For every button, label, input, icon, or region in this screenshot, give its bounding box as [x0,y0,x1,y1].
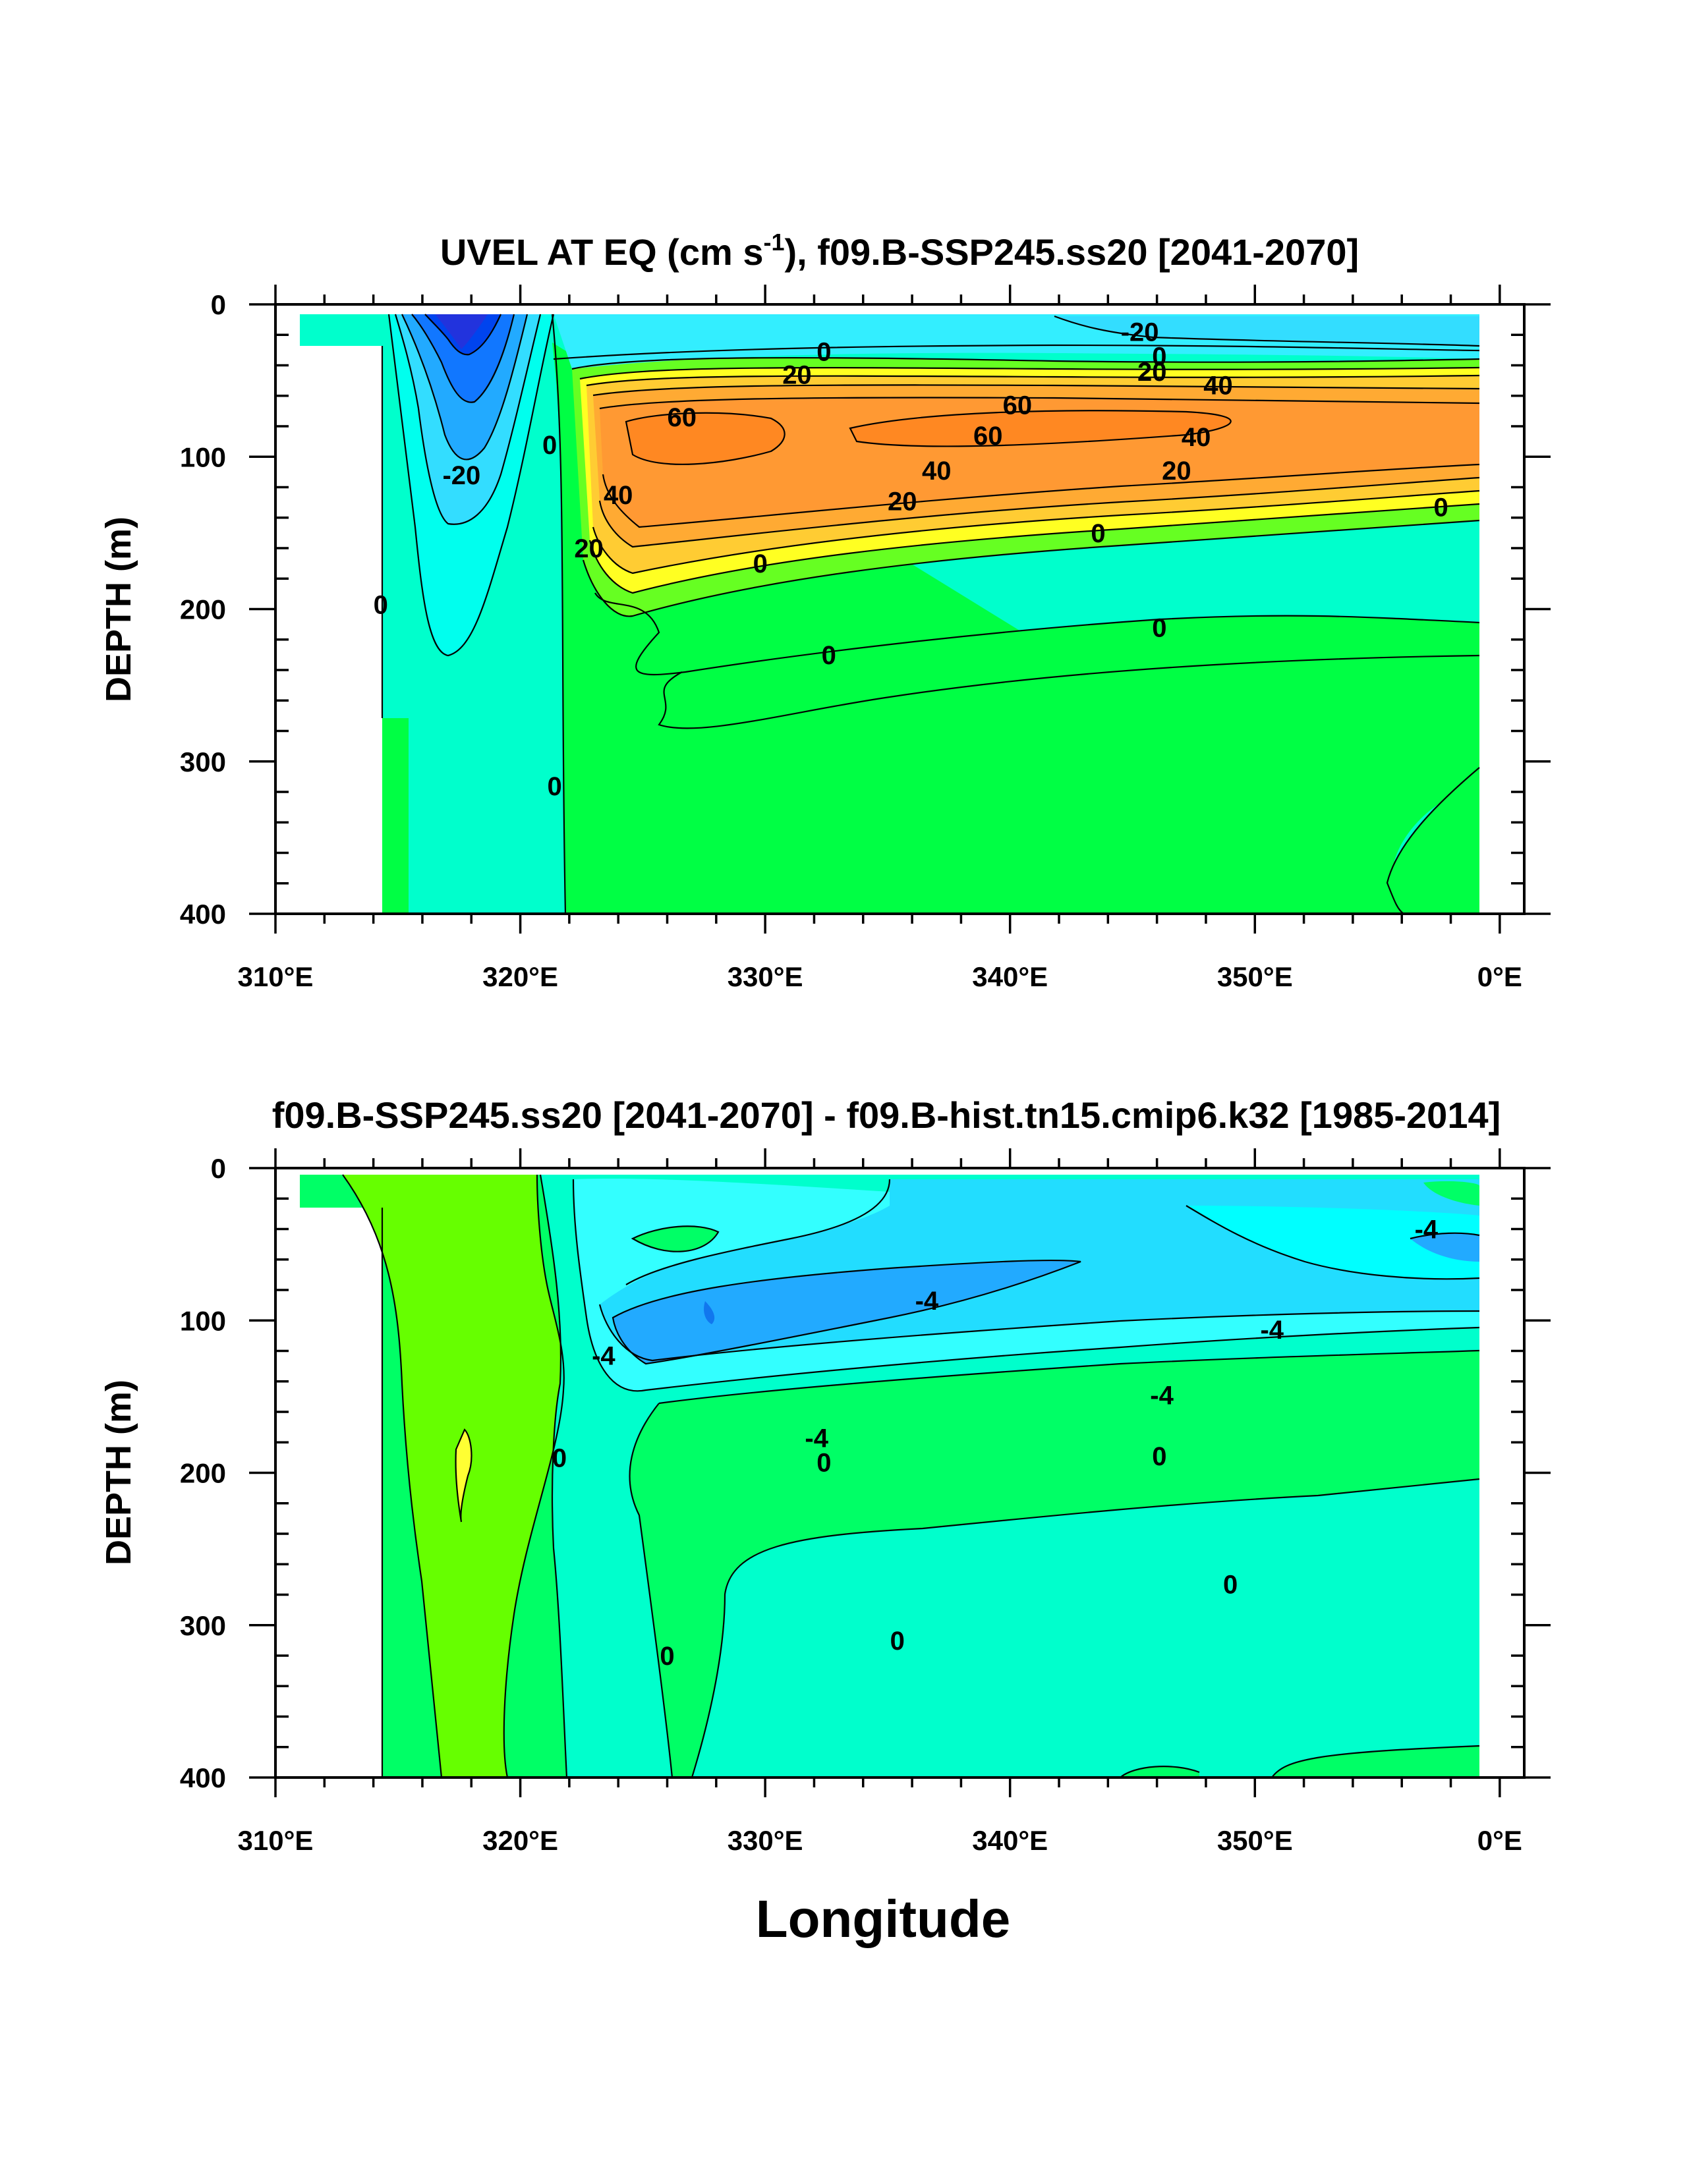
contour-label: 0 [1152,343,1166,372]
panel-bottom-difference: f09.B-SSP245.ss20 [2041-2070] - f09.B-hi… [99,1094,1551,1948]
x-axis-label: Longitude [756,1890,1011,1948]
panel-top-title: UVEL AT EQ (cm s-1), f09.B-SSP245.ss20 [… [440,229,1359,273]
panel-top-uvel: UVEL AT EQ (cm s-1), f09.B-SSP245.ss20 [… [99,229,1551,992]
contour-label: 0 [374,591,388,620]
x-tick-label: 340°E [972,1825,1048,1856]
y-tick-label: 300 [180,1610,226,1641]
x-tick-label: 0°E [1477,1825,1522,1856]
panel-bottom-contour-lines [342,1174,1480,1778]
contour-label: -4 [1150,1382,1174,1411]
panel-bottom-title: f09.B-SSP245.ss20 [2041-2070] - f09.B-hi… [272,1094,1501,1136]
y-tick-label: 0 [211,289,226,320]
contour-label: 40 [1203,372,1233,401]
x-tick-label: 310°E [238,1825,314,1856]
contour-label: 0 [1223,1570,1238,1599]
contour-label: 0 [816,1448,831,1477]
x-tick-label: 330°E [728,961,803,992]
contour-label: -20 [1121,318,1159,347]
contour-label: -4 [1260,1316,1284,1345]
panel-bottom-y-axis-label: DEPTH (m) [99,1380,138,1565]
contour-label: 0 [1152,613,1166,642]
y-tick-label: 0 [211,1153,226,1184]
contour-label: 0 [816,338,831,367]
panel-top-contour-lines [381,314,1480,914]
panel-top-fills [300,314,1479,914]
contour-label: 20 [574,534,604,563]
panel-bottom-y-tick-labels: 0 100 200 300 400 [180,1153,226,1793]
contour-label: 20 [1162,457,1191,486]
y-tick-label: 400 [180,1762,226,1793]
contour-label: 0 [547,772,561,801]
contour-label: 0 [822,641,836,670]
panel-top-ticks [249,285,1551,934]
contour-label: -4 [592,1341,615,1370]
panel-bottom-x-tick-labels: 310°E 320°E 330°E 340°E 350°E 0°E [238,1825,1522,1856]
y-tick-label: 400 [180,899,226,930]
x-tick-label: 340°E [972,961,1048,992]
x-tick-label: 320°E [482,961,558,992]
x-tick-label: 0°E [1477,961,1522,992]
contour-label: 0 [1152,1442,1166,1471]
contour-label: 60 [1003,391,1033,420]
contour-label: 60 [668,403,697,432]
x-tick-label: 350°E [1217,961,1293,992]
x-tick-label: 350°E [1217,1825,1293,1856]
contour-label: 60 [973,422,1003,451]
panel-top-y-axis-label: DEPTH (m) [99,517,138,702]
y-tick-label: 200 [180,594,226,625]
y-tick-label: 300 [180,746,226,777]
y-tick-label: 100 [180,1305,226,1336]
contour-label: 40 [604,481,633,510]
x-tick-label: 310°E [238,961,314,992]
contour-label: 20 [782,360,812,389]
contour-label: 40 [922,457,952,486]
y-tick-label: 100 [180,441,226,472]
contour-label: -20 [442,461,480,490]
contour-label: 40 [1182,423,1211,452]
x-tick-label: 320°E [482,1825,558,1856]
contour-label: 0 [753,549,768,578]
panel-bottom-ticks [249,1148,1551,1797]
contour-label: -4 [1415,1216,1439,1245]
contour-label: -4 [805,1424,828,1453]
contour-label: 0 [1091,519,1105,548]
contour-label: 0 [890,1627,905,1656]
contour-label: 0 [542,431,557,460]
contour-label: -4 [915,1287,939,1316]
contour-label: 0 [552,1443,567,1472]
contour-label: 20 [888,487,917,516]
contour-label: 0 [1434,493,1448,522]
x-tick-label: 330°E [728,1825,803,1856]
y-tick-label: 200 [180,1458,226,1489]
contour-label: 20 [1137,358,1167,387]
panel-top-x-tick-labels: 310°E 320°E 330°E 340°E 350°E 0°E [238,961,1522,992]
panel-bottom-fills [300,1175,1479,1778]
panel-top-y-tick-labels: 0 100 200 300 400 [180,289,226,930]
contour-label: 0 [660,1642,674,1671]
